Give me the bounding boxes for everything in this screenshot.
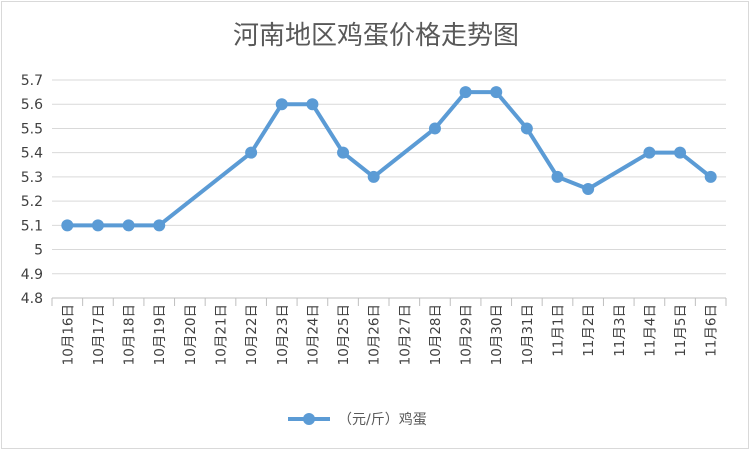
x-tick-label: 10月16日 bbox=[60, 304, 76, 365]
y-tick-label: 5.4 bbox=[21, 146, 43, 162]
data-point bbox=[122, 219, 135, 232]
data-point bbox=[337, 146, 350, 159]
y-axis-ticks: 4.8 4.9 5 5.1 5.2 5.3 5.4 5.5 5.6 5.7 bbox=[21, 73, 43, 307]
x-tick-label: 10月23日 bbox=[275, 304, 291, 365]
x-tick-label: 10月19日 bbox=[152, 304, 168, 365]
x-tick-label: 11月4日 bbox=[642, 304, 658, 357]
x-tick-label: 11月1日 bbox=[551, 304, 567, 357]
x-tick-label: 10月24日 bbox=[305, 304, 321, 365]
data-point bbox=[643, 146, 656, 159]
y-tick-label: 5.3 bbox=[21, 170, 43, 186]
data-point bbox=[275, 98, 288, 111]
data-point bbox=[153, 219, 166, 232]
y-tick-label: 5.6 bbox=[21, 97, 43, 113]
data-point bbox=[582, 183, 595, 195]
x-tick-label: 11月5日 bbox=[673, 304, 689, 357]
y-tick-label: 5.1 bbox=[21, 218, 43, 234]
y-tick-label: 5.5 bbox=[21, 121, 43, 137]
data-point bbox=[520, 122, 533, 135]
legend: （元/斤）鸡蛋 bbox=[288, 411, 427, 428]
y-tick-label: 5.2 bbox=[21, 194, 43, 210]
data-point bbox=[428, 122, 441, 135]
x-tick-label: 11月6日 bbox=[704, 304, 720, 357]
series-line bbox=[61, 86, 717, 232]
y-tick-label: 5.7 bbox=[21, 73, 43, 89]
data-point bbox=[490, 86, 503, 99]
x-tick-label: 10月31日 bbox=[520, 304, 536, 365]
data-point bbox=[367, 170, 380, 183]
x-tick-label: 11月2日 bbox=[581, 304, 597, 357]
chart-title: 河南地区鸡蛋价格走势图 bbox=[233, 21, 519, 51]
x-tick-label: 10月26日 bbox=[367, 304, 383, 365]
data-point bbox=[674, 146, 687, 159]
x-tick-label: 10月18日 bbox=[122, 304, 138, 365]
legend-label: （元/斤）鸡蛋 bbox=[338, 411, 427, 428]
y-tick-label: 5 bbox=[34, 243, 43, 259]
data-point bbox=[245, 146, 258, 159]
x-axis: 10月16日 10月17日 10月18日 10月19日 10月20日 10月21日 10月2… bbox=[51, 298, 727, 365]
x-tick-label: 10月17日 bbox=[91, 304, 107, 365]
x-tick-label: 10月28日 bbox=[428, 304, 444, 365]
series-path bbox=[67, 90, 712, 228]
data-point bbox=[704, 170, 717, 183]
x-tick-label: 10月30日 bbox=[489, 304, 505, 365]
x-tick-label: 11月3日 bbox=[612, 304, 628, 357]
x-tick-label: 10月25日 bbox=[336, 304, 352, 365]
y-tick-label: 4.8 bbox=[21, 291, 43, 307]
data-point bbox=[459, 86, 472, 99]
x-tick-label: 10月29日 bbox=[459, 304, 475, 365]
x-tick-label: 10月20日 bbox=[183, 304, 199, 365]
y-tick-label: 4.9 bbox=[21, 267, 43, 283]
x-tick-label: 10月22日 bbox=[244, 304, 260, 365]
x-tick-label: 10月21日 bbox=[214, 304, 230, 365]
data-point bbox=[306, 98, 319, 111]
x-tick-label: 10月27日 bbox=[397, 304, 413, 365]
data-point bbox=[61, 219, 74, 232]
legend-marker bbox=[303, 413, 315, 425]
data-point bbox=[91, 219, 104, 232]
data-point bbox=[551, 170, 564, 183]
gridlines bbox=[52, 79, 726, 299]
